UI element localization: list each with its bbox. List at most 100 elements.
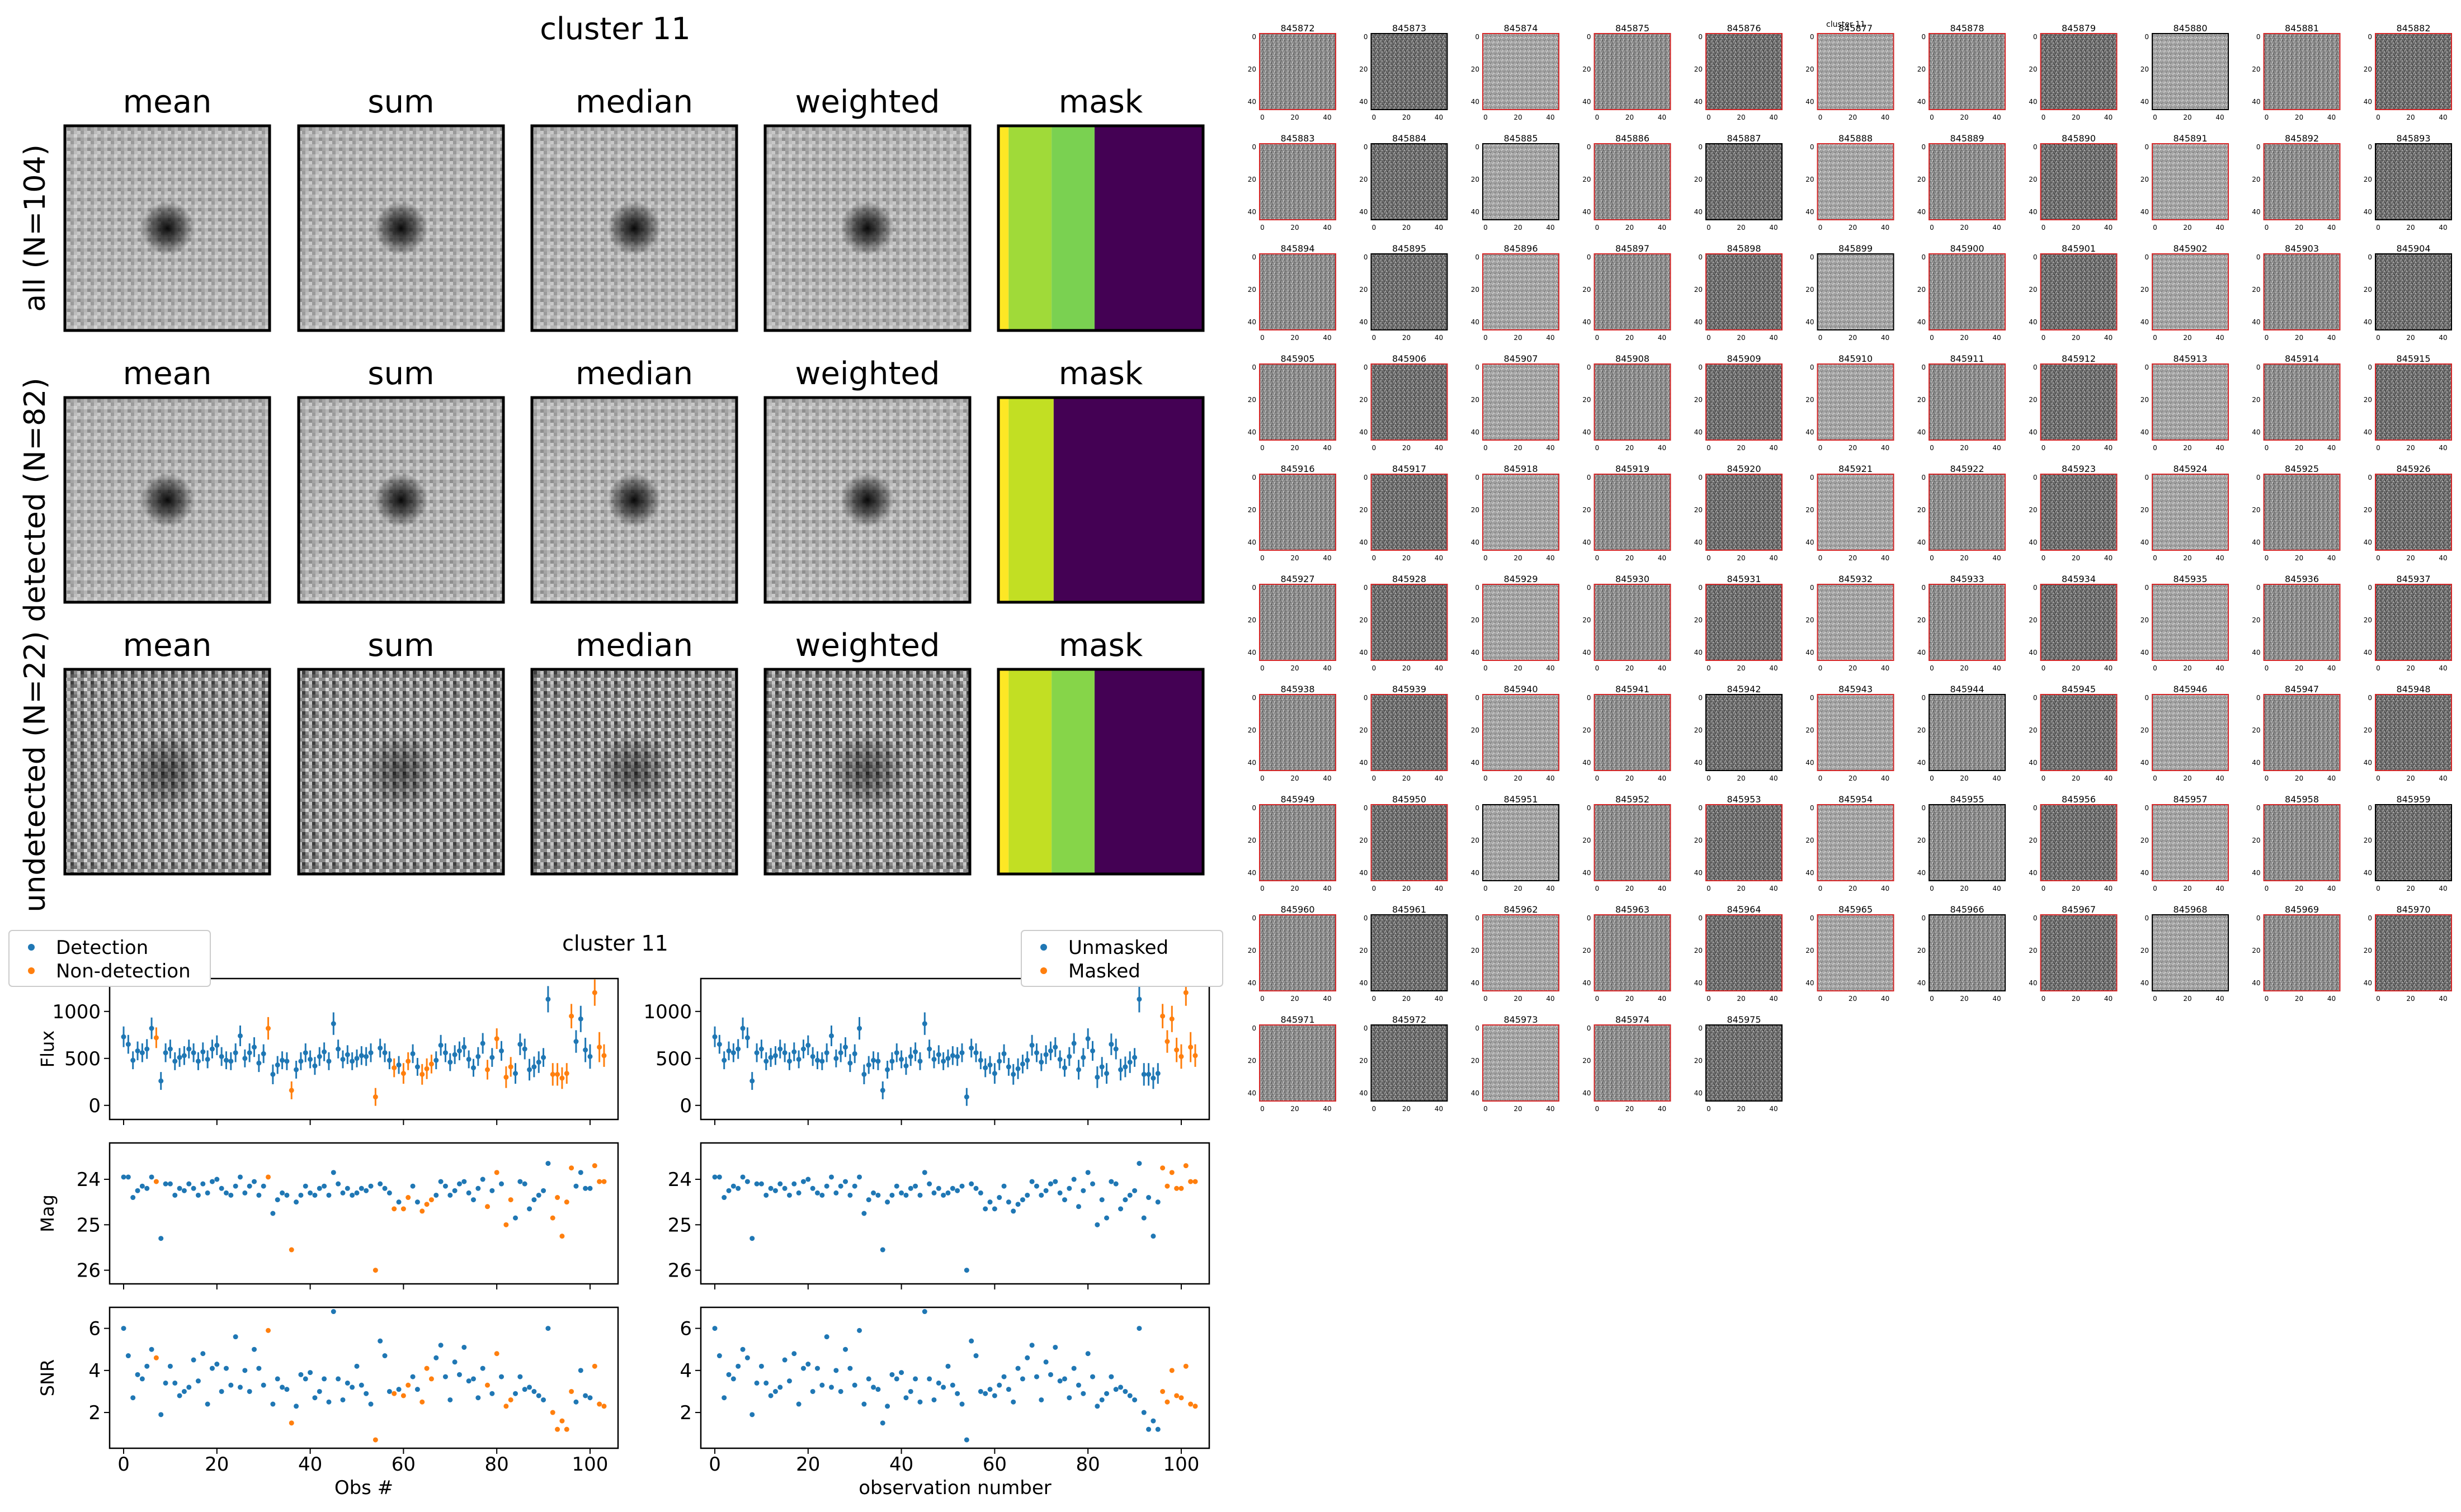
thumb-title: 845916 (1280, 464, 1314, 474)
thumb-image (1929, 694, 2005, 771)
thumb-frame (1929, 253, 2006, 330)
data-point (955, 1391, 960, 1396)
thumb-image (1817, 474, 1894, 550)
row-label: undetected (N=22) (18, 631, 52, 912)
thumb-title: 845973 (1503, 1014, 1538, 1025)
ytick-label: 2 (680, 1402, 692, 1424)
data-point (936, 1380, 941, 1386)
thumb-xtick: 20 (1402, 774, 1411, 782)
data-point (587, 1395, 593, 1401)
data-point (1043, 1188, 1049, 1193)
thumb-ytick: 0 (1252, 914, 1256, 922)
data-point (531, 1197, 537, 1203)
thumb-xtick: 0 (1372, 774, 1376, 782)
data-point (326, 1192, 332, 1198)
data-point (1025, 1192, 1030, 1198)
data-point (997, 1382, 1002, 1388)
thumb-xtick: 40 (1435, 444, 1443, 452)
thumb-title: 845884 (1392, 133, 1426, 144)
thumb-xtick: 0 (1706, 1105, 1711, 1113)
data-point (899, 1190, 904, 1196)
data-point (969, 1338, 974, 1344)
data-point (889, 1192, 895, 1198)
data-point (298, 1372, 304, 1377)
stamp-frame (763, 668, 972, 876)
thumb-ytick: 40 (1248, 318, 1256, 326)
data-point (419, 1071, 425, 1077)
thumb-ytick: 0 (2033, 474, 2038, 481)
thumb-title: 845876 (1727, 23, 1761, 34)
data-point (1109, 1042, 1114, 1047)
data-point (913, 1049, 918, 1055)
data-point (941, 1059, 946, 1064)
data-point (1095, 1222, 1100, 1227)
thumb-frame (1482, 804, 1559, 881)
data-point (1188, 1401, 1194, 1407)
thumb-image (2375, 474, 2451, 550)
thumb-title: 845922 (1950, 464, 1984, 474)
thumb-xtick: 0 (1930, 224, 1934, 231)
thumb-xtick: 0 (2042, 554, 2046, 562)
data-point (359, 1382, 364, 1388)
data-point (172, 1059, 178, 1064)
thumb-image (2264, 144, 2340, 220)
thumb-title: 845933 (1950, 574, 1984, 584)
thumb-ytick: 0 (1698, 804, 1703, 812)
data-point (805, 1362, 811, 1367)
column-label: mean (123, 84, 212, 120)
thumb-xtick: 0 (2153, 224, 2157, 231)
data-point (569, 1165, 574, 1171)
ytick-label: 24 (668, 1169, 692, 1191)
thumb-ytick: 40 (2029, 98, 2037, 106)
thumb-ytick: 40 (1694, 98, 1703, 106)
data-point (484, 1204, 490, 1209)
data-point (829, 1174, 835, 1180)
thumb-ytick: 0 (1587, 143, 1591, 151)
thumb-ytick: 20 (2252, 286, 2260, 294)
data-point (917, 1192, 923, 1198)
data-point (438, 1343, 444, 1348)
data-point (1141, 1410, 1147, 1415)
thumb-xtick: 40 (1992, 885, 2001, 892)
thumb-xtick: 40 (1881, 664, 1889, 672)
thumb-xtick: 0 (1818, 774, 1823, 782)
thumb-ytick: 20 (2029, 947, 2037, 955)
data-point (1034, 1183, 1039, 1189)
thumb-xtick: 0 (1930, 554, 1934, 562)
thumb-image (1260, 34, 1336, 110)
thumb-xtick: 20 (1960, 995, 1968, 1003)
data-point (1001, 1374, 1007, 1379)
data-point (1062, 1376, 1067, 1382)
thumb-xtick: 20 (1849, 885, 1857, 892)
row-label: detected (N=82) (18, 377, 52, 622)
data-point (1095, 1404, 1100, 1409)
thumb-ytick: 40 (1359, 869, 1368, 877)
data-point (336, 1376, 341, 1382)
thumb-xtick: 40 (2104, 664, 2113, 672)
data-point (983, 1206, 988, 1212)
data-point (447, 1060, 453, 1065)
thumb-frame (2263, 253, 2341, 330)
data-point (777, 1385, 783, 1390)
thumb-image (1706, 1025, 1782, 1101)
thumb-frame (1705, 474, 1783, 551)
data-point (843, 1346, 848, 1352)
data-point (861, 1211, 867, 1216)
data-point (373, 1094, 378, 1100)
thumb-frame (1259, 33, 1336, 110)
thumb-xtick: 20 (1737, 334, 1745, 342)
legend-box (8, 930, 211, 987)
thumb-xtick: 20 (2406, 774, 2415, 782)
data-point (829, 1385, 835, 1390)
thumb-xtick: 40 (1658, 664, 1666, 672)
data-point (959, 1050, 965, 1056)
thumb-ytick: 40 (2141, 98, 2149, 106)
thumb-frame (1705, 143, 1783, 220)
data-point (373, 1437, 378, 1443)
data-point (1039, 1060, 1044, 1065)
data-point (992, 1206, 997, 1212)
data-point (592, 1163, 597, 1169)
data-point (270, 1211, 276, 1216)
data-point (758, 1181, 764, 1187)
thumb-xtick: 0 (1595, 774, 1600, 782)
